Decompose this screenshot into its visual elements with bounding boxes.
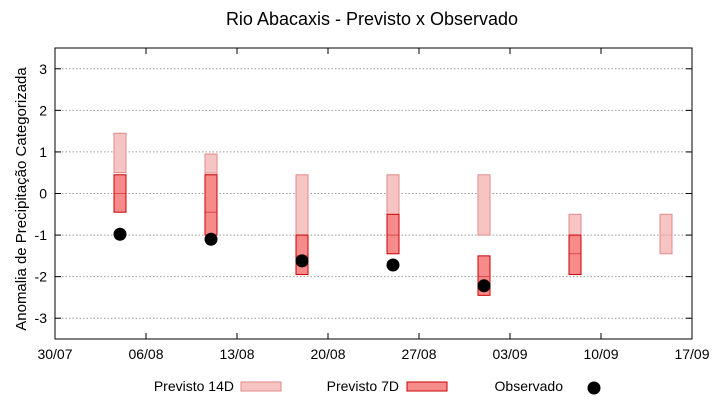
- grid-layer: [55, 68, 692, 319]
- legend: Previsto 14D Previsto 7D Observado: [154, 378, 601, 395]
- y-tick-label: -2: [35, 269, 48, 285]
- x-tick-label: 27/08: [401, 346, 436, 362]
- x-tick-label: 03/09: [492, 346, 527, 362]
- y-tick-label: -3: [35, 310, 48, 326]
- chart-title: Rio Abacaxis - Previsto x Observado: [226, 9, 518, 29]
- previsto-7d-bar: [568, 234, 582, 276]
- y-tick-label: 2: [39, 102, 47, 118]
- observed-point: [204, 232, 218, 246]
- x-tick-label: 13/08: [219, 346, 254, 362]
- previsto-14d-bar: [568, 213, 582, 236]
- previsto-14d-bar: [295, 174, 309, 236]
- legend-swatch-observado: [587, 381, 601, 395]
- y-tick-label: -1: [35, 227, 48, 243]
- legend-swatch-previsto-14d: [240, 381, 282, 392]
- x-tick-label: 10/09: [583, 346, 618, 362]
- observed-point: [295, 254, 309, 268]
- observed-point: [386, 258, 400, 272]
- y-tick-label: 1: [39, 144, 47, 160]
- previsto-14d-bar: [659, 213, 673, 255]
- legend-label-previsto-7d: Previsto 7D: [327, 378, 399, 394]
- x-tick-label: 30/07: [37, 346, 72, 362]
- previsto-14d-bar: [477, 174, 491, 236]
- y-tick-label: 3: [39, 61, 47, 77]
- y-tick-label: 0: [39, 186, 47, 202]
- x-tick-label: 20/08: [310, 346, 345, 362]
- legend-label-observado: Observado: [495, 378, 564, 394]
- legend-label-previsto-14d: Previsto 14D: [154, 378, 234, 394]
- observed-point: [113, 227, 127, 241]
- previsto-14d-bar: [113, 132, 127, 174]
- legend-swatch-previsto-7d: [406, 381, 448, 392]
- ticks-layer: -3 -2 -1 0 1 2 3 30/07 06/08 13/08 20/08 27/08 03/09…: [35, 48, 710, 362]
- previsto-7d-bar: [386, 213, 400, 255]
- previsto-7d-bar: [204, 174, 218, 236]
- x-tick-label: 06/08: [128, 346, 163, 362]
- observed-point: [477, 279, 491, 293]
- y-axis-label: Anomalia de Precipitação Categorizada: [13, 67, 30, 331]
- points-layer: [113, 227, 491, 293]
- x-tick-label: 17/09: [674, 346, 709, 362]
